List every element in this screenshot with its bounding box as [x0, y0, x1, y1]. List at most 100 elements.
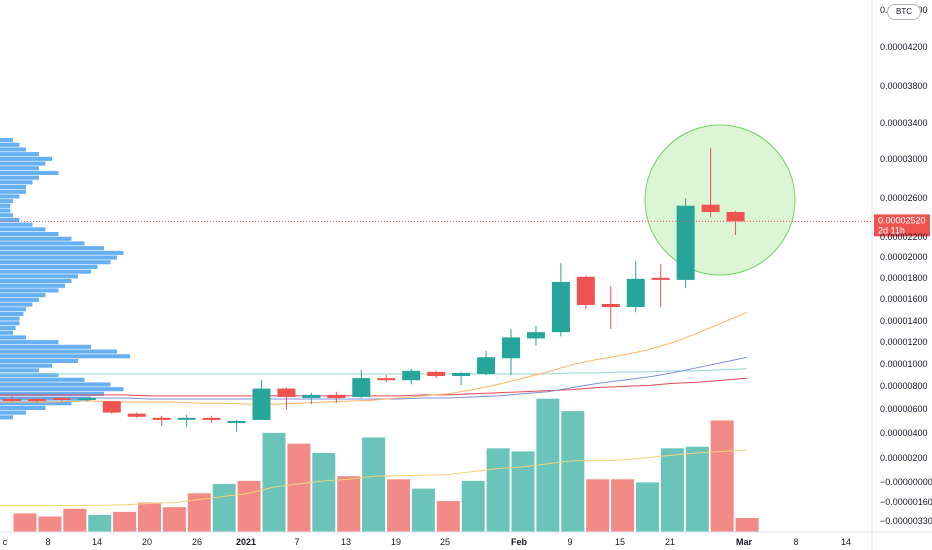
candle-body: [27, 399, 46, 402]
x-tick-label: 20: [142, 537, 152, 547]
x-tick-label: 7: [294, 537, 299, 547]
candle-body: [77, 397, 96, 400]
volume-profile-bar: [0, 415, 13, 420]
candles[interactable]: [3, 148, 745, 432]
candle-body: [726, 211, 745, 222]
volume-bar: [511, 451, 535, 532]
candle-body: [377, 378, 396, 381]
volume-profile-bar: [0, 217, 20, 222]
volume-profile-bar: [0, 316, 20, 321]
currency-badge[interactable]: BTC: [887, 4, 921, 20]
x-tick-label: 13: [341, 537, 351, 547]
candle-body: [127, 413, 146, 417]
volume-profile-bar: [0, 180, 33, 185]
volume-bar: [63, 508, 87, 532]
volume-profile-bar: [0, 307, 26, 312]
volume-profile-bar: [0, 340, 59, 345]
volume-profile-bar: [0, 405, 46, 410]
volume-bar: [660, 448, 684, 532]
volume-profile-bar: [0, 302, 33, 307]
x-tick-label: c: [3, 537, 8, 547]
highlight-circle-shape: [644, 124, 796, 276]
ma-cyan-line: [0, 368, 748, 375]
y-tick-label: 0.00002000: [880, 252, 928, 262]
volume-bar: [362, 437, 386, 532]
volume-bar: [287, 443, 311, 532]
candle-body: [327, 394, 346, 398]
x-tick-label: Mar: [736, 537, 753, 547]
y-tick-label: 0.00002600: [880, 193, 928, 203]
y-tick-label: 0.00001000: [880, 359, 928, 369]
volume-bar: [212, 483, 236, 532]
x-tick-label: 26: [192, 537, 202, 547]
candle-body: [252, 388, 271, 420]
volume-profile-bar: [0, 199, 13, 204]
volume-bar: [13, 513, 37, 532]
y-tick-label: 0.00001400: [880, 316, 928, 326]
volume-profile-bar: [0, 138, 13, 143]
volume-profile-bar: [0, 232, 59, 237]
current-price-label-box: [874, 214, 930, 237]
x-tick-label: 2021: [236, 537, 256, 547]
volume-profile-bar: [0, 396, 91, 401]
y-tick-label: 0.00000200: [880, 453, 928, 463]
volume-bar: [611, 479, 635, 532]
y-tick-label: 0.00001600: [880, 294, 928, 304]
candle-body: [202, 417, 221, 420]
y-tick-label: 0.00001800: [880, 273, 928, 283]
ma-orange-line: [0, 311, 748, 405]
volume-profile-bar: [0, 293, 46, 298]
volume-profile-bar: [0, 250, 124, 255]
volume-profile-bar: [0, 274, 78, 279]
volume-bar: [685, 446, 709, 532]
y-tick-label: 0.00004200: [880, 42, 928, 52]
candle-body: [102, 401, 121, 413]
ma-blue-line: [0, 356, 748, 400]
volume-bar: [162, 507, 186, 532]
volume-bar: [486, 448, 510, 532]
candle-body: [427, 371, 446, 377]
volume-profile-bar: [0, 213, 13, 218]
volume-profile-bar: [0, 349, 117, 354]
volume-profile-bar: [0, 368, 39, 373]
volume-profile-bar: [0, 152, 39, 157]
volume-bar: [237, 480, 261, 532]
y-tick-label: 0.00003000: [880, 154, 928, 164]
candle-body: [3, 399, 21, 402]
volume-profile-bar: [0, 142, 20, 147]
current-price-label: 0.00002520: [878, 215, 926, 225]
volume-bar: [38, 516, 62, 532]
candle-body: [52, 397, 71, 400]
volume-bar: [710, 420, 734, 532]
volume-profile-bar: [0, 330, 13, 335]
volume-profile-bar: [0, 255, 117, 260]
volume-ma-line: [0, 449, 748, 507]
candle-body: [227, 420, 246, 423]
y-tick-label: 0.00000800: [880, 381, 928, 391]
volume-profile: [0, 138, 130, 420]
volume-profile-bar: [0, 194, 20, 199]
ma-red-line: [0, 377, 748, 397]
candle-body: [576, 276, 595, 305]
volume-profile-bar: [0, 185, 26, 190]
candle-body: [402, 370, 421, 381]
volume-bar: [735, 518, 759, 532]
volume-bar: [561, 411, 585, 532]
x-tick-label: 14: [92, 537, 102, 547]
candle-body: [551, 281, 570, 333]
volume-bar: [461, 480, 485, 532]
volume-bar: [536, 398, 560, 532]
volume-bar: [387, 479, 410, 532]
volume-profile-bar: [0, 354, 130, 359]
volume-profile-bar: [0, 170, 59, 175]
volume-profile-bar: [0, 208, 11, 213]
volume-bar: [411, 488, 435, 532]
volume-bar: [113, 511, 137, 532]
volume-profile-bar: [0, 321, 20, 326]
volume-bar: [337, 476, 361, 532]
y-tick-label: −0.00000330: [880, 516, 932, 526]
volume-bars: [0, 398, 759, 532]
candle-body: [502, 337, 520, 359]
